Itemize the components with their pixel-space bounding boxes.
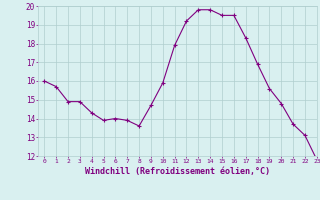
X-axis label: Windchill (Refroidissement éolien,°C): Windchill (Refroidissement éolien,°C): [85, 167, 270, 176]
